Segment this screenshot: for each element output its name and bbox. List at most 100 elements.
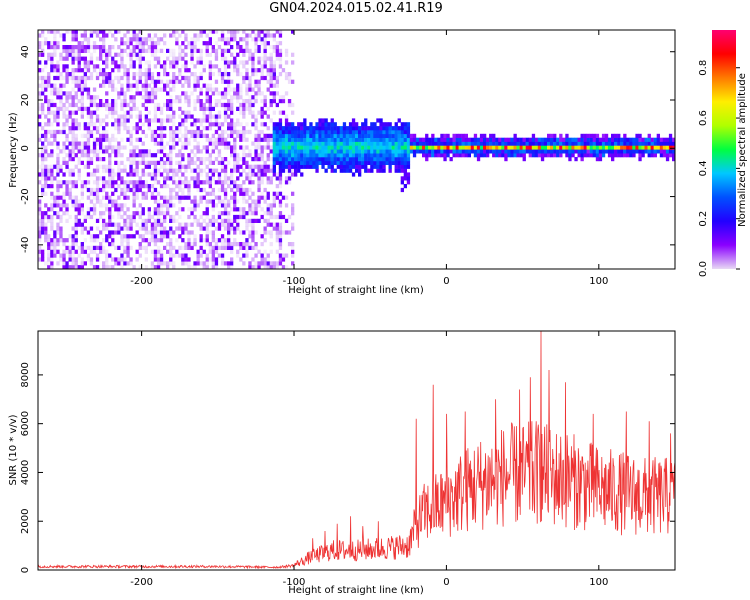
spectrogram-cell (77, 157, 81, 162)
spectrogram-cell (300, 153, 304, 158)
spectrogram-cell (297, 164, 301, 169)
spectrogram-cell (220, 37, 225, 42)
spectrogram-cell (117, 184, 121, 189)
spectrogram-cell (120, 122, 124, 127)
spectrogram-cell (306, 153, 310, 158)
spectrogram-cell (202, 68, 206, 73)
spectrogram-cell (217, 37, 222, 42)
spectrogram-cell (239, 145, 243, 150)
spectrogram-cell (156, 238, 161, 243)
spectrogram-cell (71, 203, 75, 208)
spectrogram-cell (394, 129, 398, 135)
spectrogram-cell (580, 145, 584, 150)
spectrogram-cell (80, 79, 84, 84)
spectrogram-cell (351, 137, 356, 142)
spectrogram-cell (278, 33, 283, 38)
spectrogram-cell (516, 145, 520, 150)
spectrogram-cell (339, 126, 343, 131)
spectrogram-cell (385, 149, 389, 154)
spectrogram-cell (589, 145, 593, 150)
spectrogram-cell (50, 64, 54, 69)
spectrogram-cell (135, 187, 139, 193)
spectrogram-cell (534, 141, 539, 146)
spectrogram-cell (367, 153, 371, 158)
spectrogram-cell (166, 106, 170, 111)
spectrogram-cell (391, 157, 395, 162)
spectrogram-cell (361, 122, 365, 127)
spectrogram-cell (236, 30, 240, 34)
spectrogram-cell (181, 153, 185, 158)
spectrogram-cell (99, 48, 103, 53)
spectrogram-cell (571, 141, 575, 146)
spectrogram-cell (388, 160, 392, 165)
spectrogram-cell (147, 75, 151, 81)
spectrogram-cell (172, 114, 176, 119)
spectrogram-cell (114, 30, 118, 34)
spectrogram-cell (144, 257, 148, 262)
spectrogram-cell (284, 218, 289, 223)
spectrogram-cell (257, 129, 261, 135)
spectrogram-cell (351, 153, 356, 158)
spectrogram-cell (41, 83, 45, 88)
spectrogram-cell (129, 164, 133, 169)
spectrogram-cell (601, 141, 606, 146)
spectrogram-cell (534, 149, 539, 154)
spectrogram-cell (44, 184, 48, 189)
spectrogram-cell (324, 160, 328, 165)
spectrogram-cell (254, 126, 258, 131)
spectrogram-cell (233, 64, 237, 69)
spectrogram-cell (476, 157, 481, 162)
spectrogram-cell (284, 253, 289, 258)
spectrogram-cell (80, 87, 84, 92)
spectrogram-cell (202, 64, 206, 69)
spectrogram-cell (153, 33, 158, 38)
spectrogram-cell (236, 41, 240, 46)
spectrogram-cell (592, 141, 596, 146)
spectrogram-cell (647, 153, 651, 158)
spectrogram-cell (178, 52, 182, 57)
spectrogram-cell (153, 110, 158, 115)
spectrogram-cell (227, 234, 231, 239)
spectrogram-cell (364, 129, 368, 135)
spectrogram-cell (80, 180, 84, 185)
spectrogram-cell (117, 129, 121, 135)
spectrogram-cell (95, 64, 100, 69)
spectrogram-cell (233, 129, 237, 135)
spectrogram-cell (89, 122, 94, 127)
spectrogram-cell (589, 153, 593, 158)
spectrogram-cell (278, 203, 283, 208)
spectrogram-cell (236, 214, 240, 220)
figure-title: GN04.2024.015.02.41.R19 (269, 1, 443, 16)
spectrogram-cell (574, 137, 578, 142)
spectrogram-cell (102, 129, 106, 135)
spectrogram-cell (342, 157, 347, 162)
spectrogram-cell (336, 153, 340, 158)
spectrogram-cell (71, 52, 75, 57)
spectrogram-cell (394, 157, 398, 162)
spectrogram-cell (257, 60, 261, 65)
spectrogram-cell (306, 141, 310, 146)
spectrogram-cell (260, 41, 264, 46)
spectrogram-cell (205, 45, 209, 50)
spectrogram-cell (166, 199, 170, 204)
spectrogram-cell (114, 187, 118, 193)
spectrogram-cell (263, 133, 267, 138)
spectrogram-cell (184, 79, 188, 84)
spectrogram-cell (269, 145, 273, 150)
spectrogram-cell (333, 129, 337, 135)
spectrogram-cell (41, 211, 45, 216)
spectrogram-cell (254, 207, 258, 212)
spectrogram-cell (519, 145, 523, 150)
spectrogram-cell (278, 137, 283, 142)
spectrogram-cell (172, 133, 176, 138)
spectrogram-cell (105, 48, 109, 53)
spectrogram-cell (56, 180, 60, 185)
spectrogram-cell (522, 141, 526, 146)
spectrogram-cell (105, 168, 109, 173)
spectrogram-cell (233, 153, 237, 158)
spectrogram-cell (50, 249, 54, 254)
spectrogram-cell (111, 184, 115, 189)
spectrogram-cell (461, 137, 465, 142)
spectrogram-cell (205, 118, 209, 123)
spectrogram-cell (217, 137, 222, 142)
